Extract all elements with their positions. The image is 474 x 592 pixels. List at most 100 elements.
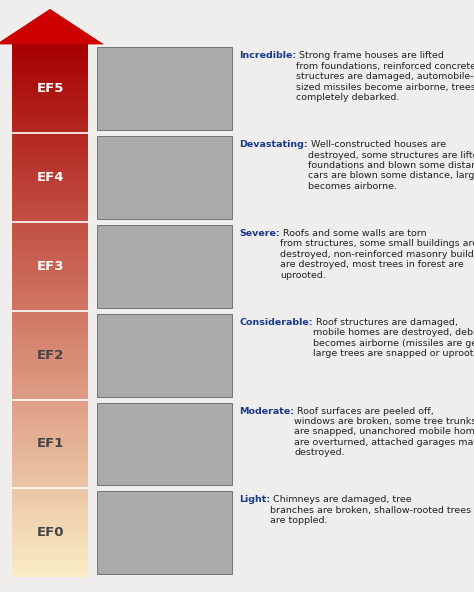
Bar [12, 242, 88, 244]
Bar [12, 148, 88, 151]
Bar [12, 127, 88, 130]
Bar [12, 244, 88, 247]
Bar [12, 191, 88, 194]
Bar [12, 305, 88, 308]
Bar [12, 212, 88, 215]
Bar [12, 292, 88, 295]
Bar [12, 494, 88, 497]
Bar [12, 425, 88, 428]
Bar [12, 476, 88, 478]
Bar [12, 401, 88, 404]
Bar [12, 468, 88, 471]
Bar [12, 556, 88, 558]
Bar [12, 89, 88, 92]
Bar [12, 478, 88, 481]
Text: Strong frame houses are lifted
from foundations, reinforced concrete
structures : Strong frame houses are lifted from foun… [297, 52, 474, 102]
Text: Devastating:: Devastating: [239, 140, 308, 149]
Bar [12, 308, 88, 311]
Bar [12, 268, 88, 271]
Bar [12, 388, 88, 391]
Bar [12, 378, 88, 380]
Bar [12, 385, 88, 388]
Bar [12, 465, 88, 468]
Bar [12, 185, 88, 188]
Bar [12, 84, 88, 87]
Bar [12, 532, 88, 535]
Bar [12, 313, 88, 316]
Bar [12, 487, 88, 489]
Bar [12, 441, 88, 444]
Bar [12, 156, 88, 159]
Bar [12, 119, 88, 122]
Bar [12, 337, 88, 340]
Bar [12, 111, 88, 114]
Bar [12, 178, 88, 180]
Bar [12, 188, 88, 191]
Bar [12, 74, 88, 76]
Bar [12, 167, 88, 169]
Bar [12, 281, 88, 284]
Bar [12, 76, 88, 79]
Bar [12, 348, 88, 350]
Bar [12, 143, 88, 146]
Bar [12, 551, 88, 553]
Bar [12, 481, 88, 484]
Bar [12, 82, 88, 84]
Bar [12, 372, 88, 375]
Bar [12, 508, 88, 510]
Bar [12, 228, 88, 231]
Bar [12, 500, 88, 503]
Bar [12, 263, 88, 265]
Bar [12, 407, 88, 409]
Bar [12, 361, 88, 364]
Bar [12, 172, 88, 175]
Text: Light:: Light: [239, 496, 271, 504]
Bar [12, 489, 88, 492]
Bar [12, 324, 88, 327]
Bar [97, 136, 232, 219]
Bar [12, 175, 88, 178]
Bar [12, 340, 88, 343]
Bar [12, 318, 88, 321]
Bar [12, 545, 88, 548]
Bar [12, 516, 88, 519]
Bar [12, 369, 88, 372]
Bar [12, 249, 88, 252]
Bar [12, 321, 88, 324]
Text: Considerable:: Considerable: [239, 318, 313, 327]
Bar [12, 52, 88, 55]
Bar [12, 71, 88, 74]
Text: Roofs and some walls are torn
from structures, some small buildings are
destroye: Roofs and some walls are torn from struc… [280, 229, 474, 279]
Bar [12, 345, 88, 348]
Bar [12, 513, 88, 516]
Bar [12, 265, 88, 268]
Bar [12, 332, 88, 334]
Bar [12, 503, 88, 505]
Bar [12, 300, 88, 303]
Bar [12, 162, 88, 164]
Bar [12, 316, 88, 318]
Bar [12, 103, 88, 105]
Bar [12, 375, 88, 378]
Bar [12, 135, 88, 137]
Bar [12, 223, 88, 226]
Bar [12, 327, 88, 329]
Bar [12, 457, 88, 460]
Bar [12, 567, 88, 569]
Bar [12, 196, 88, 199]
Bar [12, 276, 88, 279]
Bar [12, 116, 88, 119]
Bar [97, 47, 232, 130]
Bar [12, 151, 88, 153]
Bar [12, 409, 88, 412]
Bar [12, 100, 88, 103]
Bar [12, 47, 88, 50]
Bar [12, 436, 88, 439]
Bar [12, 44, 88, 47]
Bar [12, 510, 88, 513]
Bar [12, 535, 88, 537]
Bar [12, 137, 88, 140]
Text: Well-constructed houses are
destroyed, some structures are lifted from
foundatio: Well-constructed houses are destroyed, s… [308, 140, 474, 191]
Bar [12, 124, 88, 127]
Bar [12, 423, 88, 425]
